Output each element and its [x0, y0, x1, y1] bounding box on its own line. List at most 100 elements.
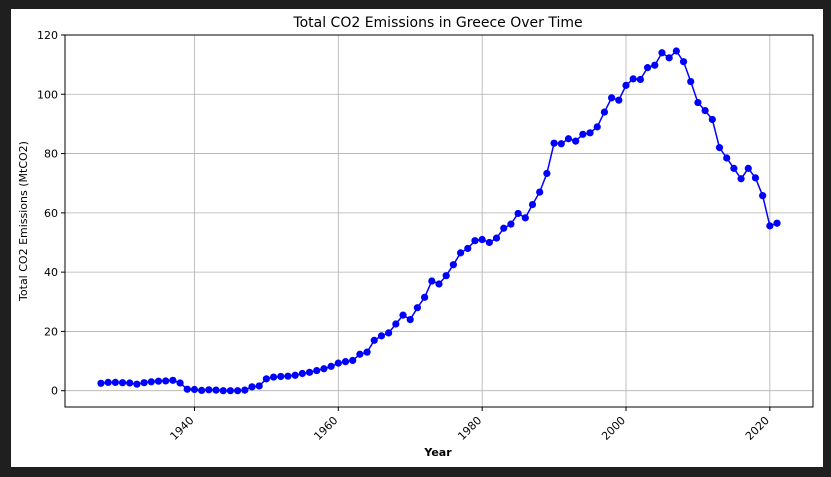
data-point [205, 386, 213, 394]
data-point [557, 140, 565, 148]
data-point [269, 373, 278, 381]
data-point [536, 188, 544, 196]
data-point [305, 368, 314, 376]
data-point [564, 135, 573, 143]
data-point [97, 379, 105, 387]
axis-ticks: 1940 1960 1980 2000 2020 0 20 40 60 80 100 120 [37, 29, 772, 443]
x-tick-label: 1960 [311, 414, 340, 443]
data-point [543, 169, 551, 178]
series-line [100, 49, 778, 392]
data-point [377, 332, 386, 340]
x-axis-title: Year [423, 446, 452, 459]
data-point [118, 379, 127, 387]
data-point [234, 387, 242, 395]
data-point [471, 237, 479, 245]
data-point [435, 280, 443, 288]
data-point [694, 98, 702, 107]
x-tick-label: 1980 [455, 414, 484, 443]
x-tick-label: 2020 [743, 414, 772, 443]
chart-title: Total CO2 Emissions in Greece Over Time [292, 15, 582, 31]
data-point [572, 137, 580, 145]
data-point [608, 94, 616, 102]
data-point [500, 224, 508, 232]
data-point [701, 106, 709, 115]
data-point [320, 365, 328, 373]
y-tick-label: 20 [44, 325, 58, 338]
data-point [133, 380, 141, 388]
data-point [478, 235, 486, 244]
data-point [586, 129, 594, 137]
y-axis-title: Total CO2 Emissions (MtCO2) [17, 141, 30, 302]
data-point [579, 130, 587, 138]
data-point [241, 386, 249, 394]
data-point [672, 47, 680, 55]
data-point [154, 377, 163, 385]
data-point [162, 377, 170, 385]
data-point [406, 315, 414, 324]
x-tick-label: 1940 [168, 414, 197, 443]
data-point [147, 378, 155, 386]
data-point [341, 358, 350, 366]
data-point [277, 372, 285, 381]
data-point [219, 387, 227, 395]
data-point [140, 379, 148, 387]
plot-area-border [64, 34, 814, 408]
data-point [248, 383, 256, 391]
data-point [464, 244, 472, 253]
y-tick-label: 100 [37, 88, 58, 101]
y-tick-label: 40 [44, 266, 58, 279]
data-point [615, 96, 623, 104]
data-point [442, 272, 450, 280]
data-point [126, 379, 134, 387]
data-point [176, 379, 184, 387]
data-point [104, 378, 112, 386]
data-point [413, 304, 422, 312]
data-point [291, 371, 299, 379]
data-point [399, 311, 407, 319]
data-point [262, 375, 270, 383]
data-point [730, 164, 738, 172]
data-point [679, 58, 688, 66]
data-point [773, 219, 781, 227]
data-point [190, 385, 199, 394]
data-point [349, 356, 357, 365]
data-point [313, 366, 321, 375]
data-point [651, 61, 659, 69]
data-point [169, 376, 177, 384]
data-point [334, 359, 342, 367]
y-tick-label: 60 [44, 207, 58, 220]
data-point [737, 175, 745, 183]
data-point [198, 386, 206, 394]
data-point [327, 362, 335, 370]
data-point [428, 277, 436, 285]
data-point [643, 64, 652, 72]
data-point [421, 293, 429, 301]
data-point [665, 54, 673, 62]
data-point [226, 387, 235, 395]
data-point [636, 75, 644, 84]
data-point [456, 249, 465, 257]
data-point [658, 49, 666, 57]
chart-frame: Total CO2 Emissions in Greece Over Time … [11, 9, 823, 467]
data-point [766, 222, 774, 230]
data-point [708, 115, 716, 124]
data-point [183, 385, 191, 393]
data-point [759, 192, 767, 200]
line-chart: Total CO2 Emissions in Greece Over Time … [17, 15, 814, 459]
data-point [492, 234, 501, 242]
data-point [593, 123, 601, 131]
data-point [370, 336, 378, 344]
y-tick-label: 120 [37, 29, 58, 42]
data-point [392, 320, 400, 328]
data-point [363, 348, 371, 356]
data-point [550, 139, 558, 147]
data-point [284, 372, 292, 380]
data-point [255, 382, 263, 390]
data-point [298, 369, 306, 378]
data-point [600, 108, 609, 116]
data-point [751, 174, 760, 182]
x-tick-label: 2000 [599, 414, 628, 443]
data-point [629, 75, 637, 83]
data-point [111, 378, 119, 386]
data-point [485, 238, 493, 247]
